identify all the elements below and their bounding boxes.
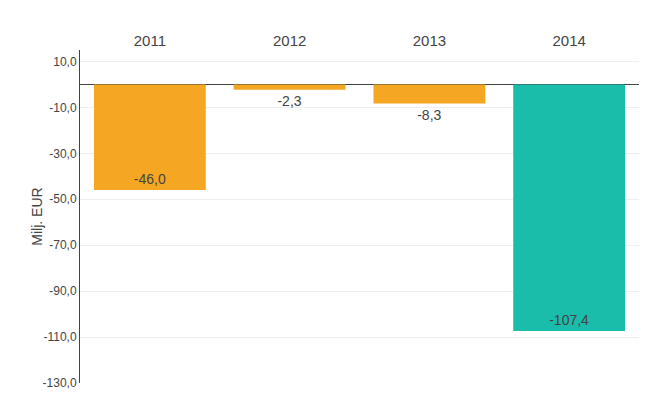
- svg-text:2011: 2011: [134, 32, 166, 49]
- svg-text:-70,0: -70,0: [49, 238, 77, 252]
- svg-text:10,0: 10,0: [53, 55, 77, 69]
- svg-text:-8,3: -8,3: [417, 107, 441, 123]
- svg-text:2013: 2013: [413, 32, 446, 49]
- svg-text:-50,0: -50,0: [49, 192, 77, 206]
- svg-text:2012: 2012: [273, 32, 306, 49]
- svg-text:-107,4: -107,4: [549, 312, 589, 328]
- svg-text:-110,0: -110,0: [43, 330, 76, 344]
- svg-text:-130,0: -130,0: [43, 376, 77, 390]
- svg-text:-46,0: -46,0: [134, 171, 166, 187]
- svg-text:2014: 2014: [552, 32, 585, 49]
- svg-text:-2,3: -2,3: [277, 93, 301, 109]
- svg-text:Milj. EUR: Milj. EUR: [29, 187, 45, 245]
- svg-text:-10,0: -10,0: [49, 101, 77, 115]
- svg-text:-90,0: -90,0: [49, 284, 77, 298]
- svg-text:-30,0: -30,0: [49, 147, 77, 161]
